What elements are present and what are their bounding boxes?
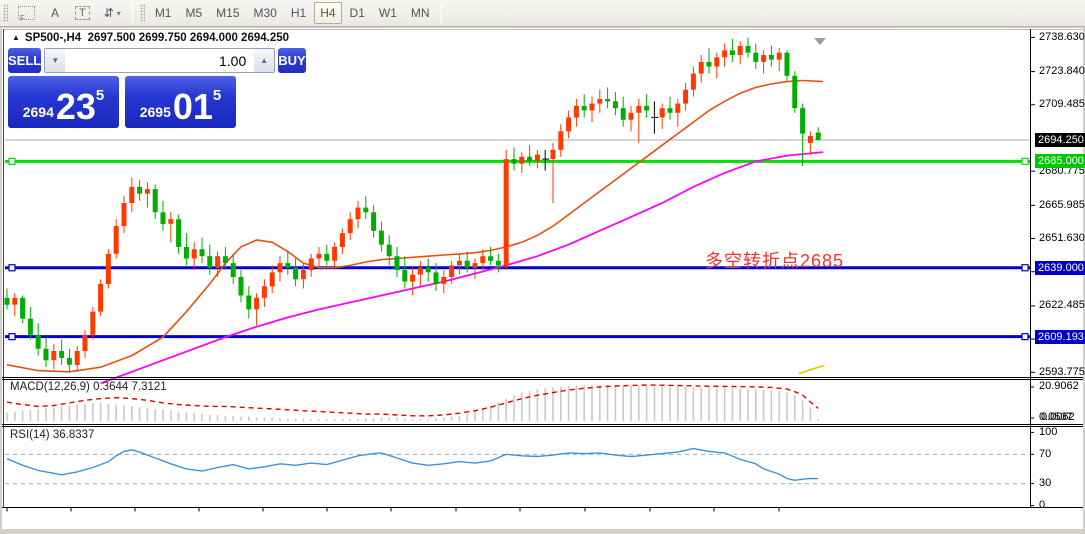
tf-button-M1[interactable]: M1: [154, 6, 172, 20]
hline-handle[interactable]: [8, 264, 16, 272]
chart-canvas[interactable]: [2, 28, 1083, 529]
buy-price-prefix: 2695: [139, 104, 171, 120]
macd-name: MACD(12,26,9): [10, 381, 90, 393]
tf-button-D1[interactable]: D1: [349, 6, 365, 20]
ma-slow-line: [100, 151, 823, 385]
macd-scale-max: 20.9062: [1039, 380, 1079, 392]
ohlc-values: 2697.500 2699.750 2694.000 2694.250: [87, 32, 290, 44]
rsi-name: RSI(14): [10, 429, 50, 441]
macd-label: MACD(12,26,9) 0.3644 7.3121: [10, 381, 167, 393]
candles: [4, 37, 821, 372]
chart-window: ▲ SP500-,H4 2697.500 2699.750 2694.000 26…: [2, 28, 1085, 529]
rsi-scale-label: 70: [1039, 447, 1052, 460]
text-box-button[interactable]: T: [69, 2, 96, 24]
cursor-mode-button[interactable]: ⇵ ▾: [98, 2, 127, 24]
price-tick-label: 2738.630: [1039, 30, 1085, 43]
letter-a-icon: A: [50, 6, 59, 20]
tf-button-M15[interactable]: M15: [216, 6, 240, 20]
grid-f-icon: F: [18, 6, 35, 23]
hline-handle[interactable]: [8, 157, 16, 165]
price-tick-label: 2665.985: [1039, 198, 1085, 211]
volume-down-button[interactable]: ▼: [45, 49, 66, 72]
macd-scale-overlap: 0.0537 0.0062: [1039, 411, 1085, 423]
tf-button-MN[interactable]: MN: [410, 6, 430, 20]
sell-price-prefix: 2694: [22, 104, 54, 120]
buy-price-tile[interactable]: 2695 01 5: [125, 76, 236, 128]
hline-handle[interactable]: [1021, 157, 1029, 165]
sell-price-big: 23: [55, 86, 96, 127]
timeframe-bar: M1 M5 M15 M30 H1 H4 D1 W1 MN: [148, 2, 437, 24]
expand-triangle-icon: ▲: [12, 33, 20, 42]
chevron-down-icon: ▾: [116, 8, 121, 18]
price-label-box: 2694.250: [1035, 133, 1085, 147]
sell-price-tile[interactable]: 2694 23 5: [8, 76, 119, 128]
rsi-line: [6, 447, 819, 482]
price-tick-label: 2651.630: [1039, 232, 1085, 245]
macd-histogram: [6, 385, 820, 421]
price-label-box: 2685.000: [1035, 154, 1085, 169]
volume-input[interactable]: [65, 49, 255, 72]
indicator-f-button[interactable]: F: [12, 2, 41, 24]
macd-scale-overlap-value: 0.0537: [1039, 411, 1073, 423]
rsi-scale-label: 30: [1039, 477, 1052, 490]
chart-title: ▲ SP500-,H4 2697.500 2699.750 2694.000 26…: [12, 32, 289, 44]
shift-marker-icon[interactable]: [814, 38, 826, 45]
price-label-box: 2609.193: [1035, 329, 1085, 344]
price-tick-label: 2723.840: [1039, 65, 1085, 78]
toolbar: F A T ⇵ ▾ M1 M5 M15 M30 H1 H4 D1 W1 MN: [0, 0, 1085, 27]
volume-stepper: ▼ ▲: [44, 48, 276, 73]
sell-price-sup: 5: [95, 87, 105, 104]
tf-button-M30[interactable]: M30: [253, 6, 277, 20]
macd-scale-overlap-value: 0.0062: [1041, 411, 1075, 423]
symbol-period-label: SP500-,H4: [24, 32, 82, 44]
tf-button-W1[interactable]: W1: [378, 6, 397, 20]
ma-long-line: [798, 364, 825, 375]
toolbar-separator: [440, 3, 442, 23]
hline-handle[interactable]: [1021, 264, 1029, 272]
rsi-scale-label: 0: [1039, 499, 1046, 511]
timeframe-grip[interactable]: [139, 4, 145, 22]
drawing-tools: A T ⇵ ▾: [42, 2, 128, 24]
hline-handle[interactable]: [8, 333, 16, 341]
chinese-annotation-text[interactable]: 多空转折点2685: [705, 251, 845, 271]
buy-button[interactable]: BUY: [278, 48, 306, 73]
annotate-a-button[interactable]: A: [43, 2, 67, 24]
toolbar-separator: [131, 3, 133, 23]
toolbar-grip[interactable]: [3, 4, 8, 22]
rsi-label: RSI(14) 36.8337: [10, 429, 94, 441]
tf-button-H4[interactable]: H4: [314, 2, 342, 24]
hline-handle[interactable]: [1021, 333, 1029, 341]
macd-signal-value: 7.3121: [131, 381, 167, 393]
buy-price-sup: 5: [212, 87, 222, 104]
price-label-box: 2639.000: [1035, 260, 1085, 275]
sell-button[interactable]: SELL: [8, 48, 42, 73]
tf-button-H1[interactable]: H1: [290, 6, 307, 20]
text-frame-icon: T: [75, 6, 90, 20]
price-tick-label: 2709.485: [1039, 98, 1085, 111]
sort-arrows-icon: ⇵: [103, 6, 114, 20]
macd-signal-line: [6, 384, 819, 417]
volume-up-button[interactable]: ▲: [254, 49, 275, 72]
price-tick-label: 2622.485: [1039, 299, 1085, 312]
tf-button-M5[interactable]: M5: [185, 6, 203, 20]
buy-price-big: 01: [172, 86, 213, 127]
rsi-scale-label: 100: [1039, 425, 1058, 438]
macd-main-value: 0.3644: [93, 381, 129, 393]
price-tick-label: 2593.775: [1039, 365, 1085, 378]
rsi-value: 36.8337: [52, 429, 95, 441]
